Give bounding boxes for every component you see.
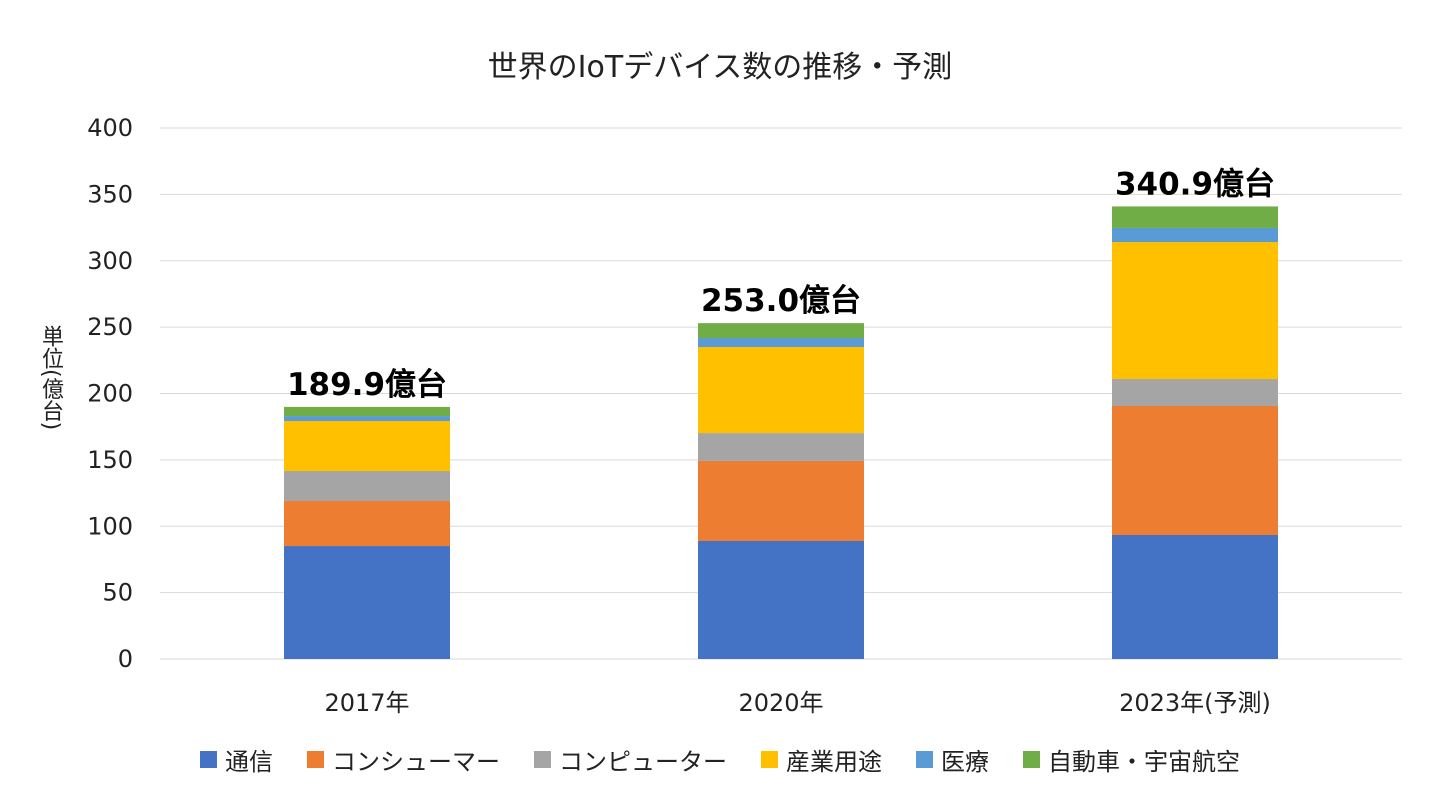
y-tick-label: 300 — [87, 247, 133, 275]
legend: 通信 コンシューマー コンピューター 産業用途 医療 自動車・宇宙航空 — [0, 742, 1440, 777]
legend-item: 産業用途 — [761, 742, 882, 777]
legend-label: 自動車・宇宙航空 — [1048, 748, 1240, 776]
legend-item: 自動車・宇宙航空 — [1023, 742, 1240, 777]
bar-segment-5 — [698, 323, 864, 339]
y-tick-label: 400 — [87, 114, 133, 142]
bar-segment-4 — [698, 338, 864, 348]
bar-segment-0 — [284, 546, 450, 659]
legend-item: コンシューマー — [307, 742, 500, 777]
legend-item: 通信 — [200, 742, 273, 777]
bar-segment-0 — [1112, 535, 1278, 659]
bar-segment-1 — [698, 460, 864, 541]
bar-segment-4 — [1112, 227, 1278, 243]
legend-swatch — [200, 751, 217, 768]
y-axis-label: 単位(億台) — [38, 325, 63, 431]
bar-segment-2 — [1112, 379, 1278, 406]
bar-segment-4 — [284, 416, 450, 421]
total-data-label: 340.9億台 — [1115, 166, 1275, 202]
legend-label: コンピューター — [559, 748, 727, 776]
legend-label: 産業用途 — [786, 748, 882, 776]
y-tick-label: 0 — [118, 645, 133, 673]
y-tick-label: 50 — [102, 579, 133, 607]
legend-swatch — [534, 751, 551, 768]
legend-label: 通信 — [225, 748, 273, 776]
legend-swatch — [307, 751, 324, 768]
x-tick-label: 2020年 — [738, 689, 823, 717]
bar-segment-1 — [284, 501, 450, 547]
legend-swatch — [761, 751, 778, 768]
y-tick-label: 150 — [87, 446, 133, 474]
legend-item: コンピューター — [534, 742, 727, 777]
x-tick-label: 2023年(予測) — [1119, 689, 1271, 717]
legend-label: コンシューマー — [332, 748, 500, 776]
y-tick-label: 200 — [87, 380, 133, 408]
total-data-label: 189.9億台 — [287, 367, 447, 403]
legend-swatch — [916, 751, 933, 768]
legend-item: 医療 — [916, 742, 989, 777]
chart-title: 世界のIoTデバイス数の推移・予測 — [487, 50, 953, 85]
x-tick-label: 2017年 — [324, 689, 409, 717]
bar-segment-1 — [1112, 405, 1278, 536]
bar-segment-5 — [284, 406, 450, 417]
legend-label: 医療 — [941, 748, 989, 776]
bar-segment-3 — [1112, 242, 1278, 380]
bar-segment-0 — [698, 540, 864, 659]
y-tick-label: 100 — [87, 512, 133, 540]
bar-segment-2 — [698, 433, 864, 461]
bar-segment-2 — [284, 471, 450, 502]
y-tick-label: 250 — [87, 313, 133, 341]
bar-segment-5 — [1112, 206, 1278, 228]
y-tick-label: 350 — [87, 180, 133, 208]
bar-segment-3 — [698, 347, 864, 434]
total-data-label: 253.0億台 — [701, 283, 861, 319]
legend-swatch — [1023, 751, 1040, 768]
bar-segment-3 — [284, 420, 450, 472]
